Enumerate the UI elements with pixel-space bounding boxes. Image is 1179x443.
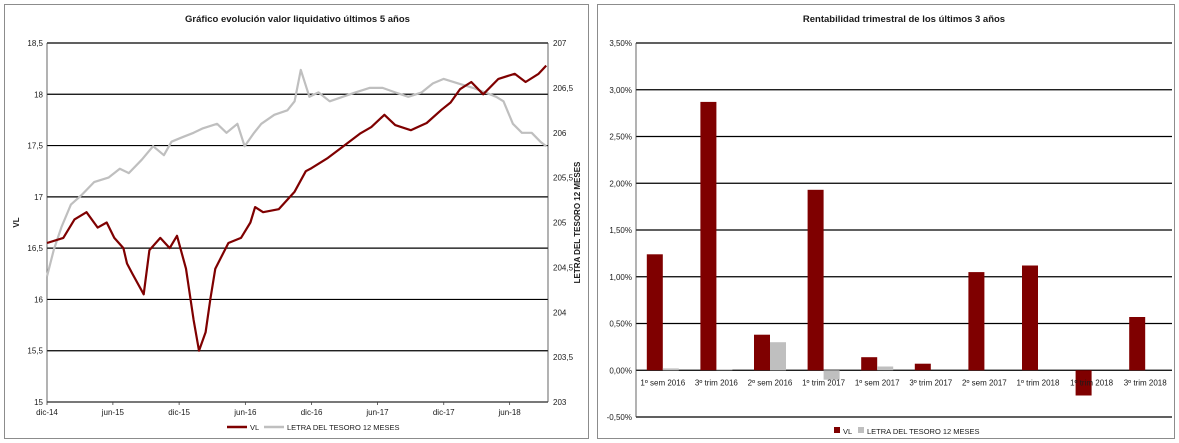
y-tick-label: 0,50%: [609, 320, 632, 329]
bar-letra: [716, 369, 733, 371]
legend-label-letra: LETRA DEL TESORO 12 MESES: [287, 423, 400, 432]
legend-label-letra: LETRA DEL TESORO 12 MESES: [867, 427, 980, 436]
line-chart-panel: Gráfico evolución valor liquidativo últi…: [4, 4, 589, 439]
x-category-label: 2º sem 2016: [748, 378, 793, 387]
y-tick-label: 18,5: [27, 39, 43, 48]
y-tick-label: 15,5: [27, 347, 43, 356]
y-tick-label: 2,50%: [609, 133, 632, 142]
bar-letra: [662, 368, 679, 371]
y-tick-label: 17,5: [27, 142, 43, 151]
y2-tick-label: 204: [553, 308, 567, 317]
y-tick-label: -0,50%: [607, 413, 632, 422]
x-tick-label: jun-15: [101, 408, 125, 417]
y2-tick-label: 205,5: [553, 174, 574, 183]
y-tick-label: 1,00%: [609, 273, 632, 282]
chart-title: Gráfico evolución valor liquidativo últi…: [185, 14, 410, 25]
bar-vl: [914, 363, 931, 371]
y-tick-label: 0,00%: [609, 366, 632, 375]
y-tick-label: 15: [34, 398, 43, 407]
y2-tick-label: 207: [553, 39, 567, 48]
y2-tick-label: 203: [553, 398, 567, 407]
x-category-label: 3º trim 2017: [909, 378, 952, 387]
x-category-label: 1º sem 2016: [640, 378, 685, 387]
bar-vl: [700, 101, 717, 371]
x-tick-label: dic-17: [433, 408, 455, 417]
bar-vl: [1022, 265, 1038, 371]
y2-tick-label: 205: [553, 219, 567, 228]
line-chart: Gráfico evolución valor liquidativo últi…: [12, 14, 582, 432]
bar-chart: Rentabilidad trimestral de los últimos 3…: [607, 14, 1172, 436]
bar-vl: [968, 272, 985, 371]
chart-title: Rentabilidad trimestral de los últimos 3…: [803, 14, 1005, 25]
y2-tick-label: 206: [553, 129, 567, 138]
y-tick-label: 17: [34, 193, 43, 202]
bar-letra: [877, 366, 894, 371]
bar-chart-panel: Rentabilidad trimestral de los últimos 3…: [597, 4, 1175, 439]
x-tick-label: jun-17: [365, 408, 389, 417]
y2-tick-label: 203,5: [553, 353, 574, 362]
bar-vl: [1129, 317, 1146, 371]
x-category-label: 3º trim 2016: [695, 378, 738, 387]
x-category-label: 1º trim 2017: [802, 378, 845, 387]
y-tick-label: 3,00%: [609, 86, 632, 95]
bar-letra: [823, 370, 840, 380]
legend-label-vl: VL: [843, 427, 852, 436]
y-tick-label: 18: [34, 90, 43, 99]
x-category-label: 2º sem 2017: [962, 378, 1007, 387]
bar-letra: [770, 342, 786, 371]
bar-vl: [754, 334, 770, 371]
series-line-vl: [46, 64, 548, 352]
legend-swatch-vl: [834, 427, 840, 433]
y-axis-label: VL: [12, 217, 21, 227]
x-tick-label: dic-14: [36, 408, 58, 417]
legend-label-vl: VL: [250, 423, 259, 432]
bar-vl: [807, 189, 824, 371]
x-tick-label: jun-16: [233, 408, 257, 417]
x-tick-label: dic-16: [301, 408, 323, 417]
x-category-label: 1º trim 2018: [1070, 378, 1113, 387]
x-tick-label: jun-18: [498, 408, 522, 417]
y-tick-label: 16,5: [27, 244, 43, 253]
y2-tick-label: 204,5: [553, 263, 574, 272]
y2-tick-label: 206,5: [553, 84, 574, 93]
y2-axis-label: LETRA DEL TESORO 12 MESES: [573, 161, 582, 283]
series-line-letra: [45, 68, 547, 277]
y-tick-label: 2,00%: [609, 179, 632, 188]
y-tick-label: 3,50%: [609, 39, 632, 48]
legend-swatch-letra: [858, 427, 864, 433]
x-tick-label: dic-15: [168, 408, 190, 417]
bar-vl: [646, 254, 663, 371]
bar-vl: [1075, 370, 1092, 396]
x-category-label: 1º trim 2018: [1017, 378, 1060, 387]
x-category-label: 3º trim 2018: [1124, 378, 1167, 387]
y-tick-label: 1,50%: [609, 226, 632, 235]
bar-vl: [861, 357, 878, 371]
x-category-label: 1º sem 2017: [855, 378, 900, 387]
y-tick-label: 16: [34, 295, 43, 304]
